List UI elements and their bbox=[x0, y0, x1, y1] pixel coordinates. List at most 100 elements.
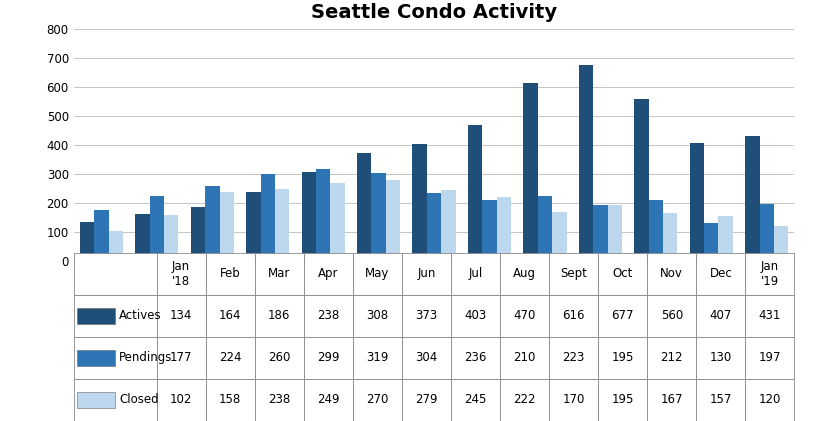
Bar bbox=[150, 196, 164, 261]
Text: 236: 236 bbox=[464, 352, 486, 364]
Text: Feb: Feb bbox=[219, 267, 241, 280]
Text: 197: 197 bbox=[758, 352, 781, 364]
Bar bbox=[386, 180, 400, 261]
Bar bbox=[74, 295, 156, 337]
Bar bbox=[255, 337, 304, 379]
Bar bbox=[372, 173, 386, 261]
Bar bbox=[353, 337, 402, 379]
Bar bbox=[696, 295, 745, 337]
Bar bbox=[427, 193, 441, 261]
Text: 158: 158 bbox=[219, 394, 242, 406]
Text: 195: 195 bbox=[612, 394, 634, 406]
Bar bbox=[77, 392, 115, 408]
Bar bbox=[549, 295, 598, 337]
Bar bbox=[549, 379, 598, 421]
Bar bbox=[598, 295, 647, 337]
Bar bbox=[206, 337, 255, 379]
Bar bbox=[205, 186, 219, 261]
Bar bbox=[316, 169, 330, 261]
Bar bbox=[649, 200, 663, 261]
Bar bbox=[468, 125, 482, 261]
Text: 304: 304 bbox=[415, 352, 437, 364]
Bar bbox=[402, 379, 451, 421]
Bar bbox=[647, 295, 696, 337]
Bar bbox=[496, 197, 511, 261]
Bar bbox=[598, 337, 647, 379]
Bar bbox=[206, 253, 255, 295]
Text: 616: 616 bbox=[563, 309, 585, 322]
Bar bbox=[74, 253, 156, 295]
Text: 403: 403 bbox=[464, 309, 486, 322]
Text: Closed: Closed bbox=[120, 394, 159, 406]
Text: 238: 238 bbox=[268, 394, 291, 406]
Bar bbox=[219, 192, 234, 261]
Text: 177: 177 bbox=[170, 352, 192, 364]
Bar bbox=[156, 295, 206, 337]
Bar bbox=[704, 224, 718, 261]
Text: 677: 677 bbox=[612, 309, 634, 322]
Bar bbox=[647, 379, 696, 421]
Bar bbox=[74, 337, 156, 379]
Text: 167: 167 bbox=[660, 394, 683, 406]
Text: 222: 222 bbox=[514, 394, 536, 406]
Text: 223: 223 bbox=[563, 352, 585, 364]
Bar bbox=[523, 83, 538, 261]
Text: 130: 130 bbox=[710, 352, 732, 364]
Bar bbox=[206, 379, 255, 421]
Bar bbox=[647, 337, 696, 379]
Text: 279: 279 bbox=[415, 394, 437, 406]
Bar bbox=[663, 213, 677, 261]
Text: 157: 157 bbox=[709, 394, 732, 406]
Bar bbox=[745, 253, 794, 295]
Bar bbox=[500, 253, 549, 295]
Bar bbox=[255, 295, 304, 337]
Text: Oct: Oct bbox=[613, 267, 633, 280]
Text: Dec: Dec bbox=[709, 267, 732, 280]
Bar bbox=[301, 172, 316, 261]
Bar bbox=[451, 295, 500, 337]
Bar bbox=[304, 253, 353, 295]
Text: 249: 249 bbox=[317, 394, 340, 406]
Bar bbox=[598, 253, 647, 295]
Bar bbox=[759, 204, 774, 261]
Text: 319: 319 bbox=[366, 352, 388, 364]
Title: Seattle Condo Activity: Seattle Condo Activity bbox=[311, 3, 557, 22]
Bar bbox=[608, 205, 622, 261]
Bar bbox=[357, 153, 372, 261]
Text: Mar: Mar bbox=[268, 267, 291, 280]
Bar bbox=[451, 379, 500, 421]
Bar bbox=[500, 379, 549, 421]
Bar bbox=[164, 215, 179, 261]
Bar bbox=[579, 65, 593, 261]
Bar bbox=[304, 337, 353, 379]
Bar bbox=[413, 144, 427, 261]
Text: 470: 470 bbox=[514, 309, 536, 322]
Bar bbox=[441, 190, 455, 261]
Bar bbox=[552, 212, 567, 261]
Text: 407: 407 bbox=[709, 309, 732, 322]
Bar bbox=[353, 295, 402, 337]
Bar bbox=[77, 350, 115, 366]
Bar bbox=[330, 183, 345, 261]
Bar bbox=[482, 200, 496, 261]
Text: 134: 134 bbox=[170, 309, 192, 322]
Bar bbox=[353, 253, 402, 295]
Bar bbox=[696, 379, 745, 421]
Text: 195: 195 bbox=[612, 352, 634, 364]
Bar bbox=[598, 379, 647, 421]
Bar bbox=[593, 205, 608, 261]
Bar bbox=[745, 337, 794, 379]
Text: 120: 120 bbox=[758, 394, 781, 406]
Text: Actives: Actives bbox=[120, 309, 162, 322]
Text: 224: 224 bbox=[219, 352, 242, 364]
Bar bbox=[74, 379, 156, 421]
Bar bbox=[156, 253, 206, 295]
Bar bbox=[304, 379, 353, 421]
Text: Apr: Apr bbox=[318, 267, 338, 280]
Bar bbox=[206, 295, 255, 337]
Text: 186: 186 bbox=[268, 309, 291, 322]
Bar bbox=[247, 192, 260, 261]
Bar bbox=[745, 295, 794, 337]
Bar bbox=[696, 337, 745, 379]
Bar bbox=[79, 222, 94, 261]
